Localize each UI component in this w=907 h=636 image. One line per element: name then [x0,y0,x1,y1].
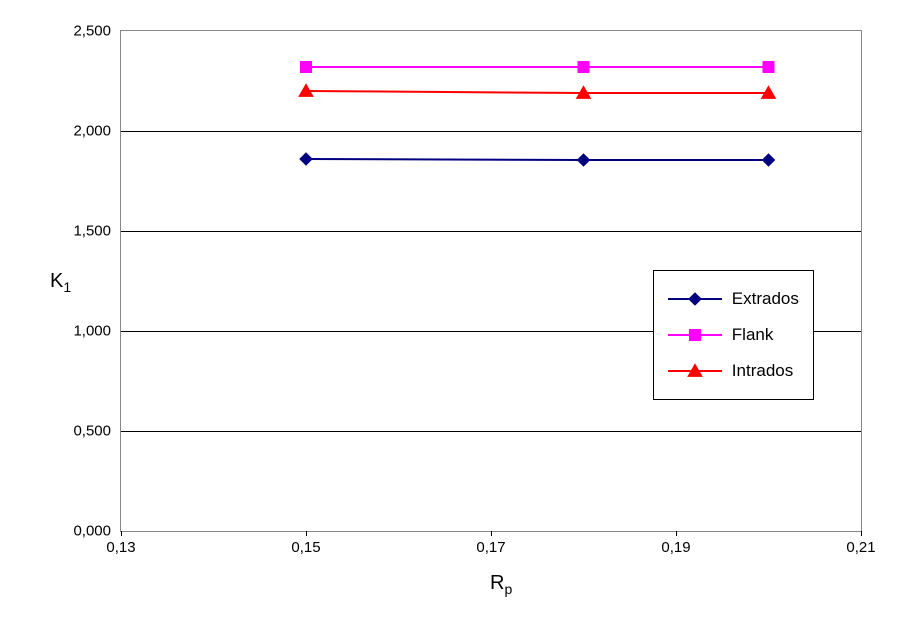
y-axis-title-main: K [50,270,63,292]
series-line-extrados [306,159,769,160]
x-axis-title-main: R [490,572,504,594]
legend-item: Extrados [668,281,799,317]
series-marker-flank [763,61,775,73]
x-axis-title-sub: p [504,581,512,597]
series-marker-extrados [762,153,776,167]
x-tick-label: 0,15 [291,531,320,556]
series-line-intrados [306,91,769,93]
x-tick-label: 0,17 [476,531,505,556]
y-tick-label: 0,500 [73,423,121,440]
series-marker-extrados [577,153,591,167]
legend-label: Intrados [732,361,793,381]
legend-swatch [668,289,722,309]
series-marker-extrados [299,152,313,166]
legend-item: Flank [668,317,799,353]
legend-swatch [668,325,722,345]
y-tick-label: 2,500 [73,23,121,40]
x-tick-label: 0,13 [106,531,135,556]
series-marker-flank [300,61,312,73]
series-marker-flank [578,61,590,73]
y-tick-label: 1,000 [73,323,121,340]
y-axis-title-sub: 1 [63,279,71,295]
y-tick-label: 2,000 [73,123,121,140]
chart-canvas: 0,0000,5001,0001,5002,0002,5000,130,150,… [0,0,907,636]
legend-label: Extrados [732,289,799,309]
legend-label: Flank [732,325,774,345]
x-axis-title: Rp [490,572,512,597]
y-axis-title: K1 [50,270,71,295]
legend-item: Intrados [668,353,799,389]
legend: Extrados Flank Intrados [653,270,814,400]
legend-swatch [668,361,722,381]
x-tick-label: 0,19 [661,531,690,556]
x-tick-label: 0,21 [846,531,875,556]
y-tick-label: 1,500 [73,223,121,240]
series-marker-intrados [298,83,314,97]
